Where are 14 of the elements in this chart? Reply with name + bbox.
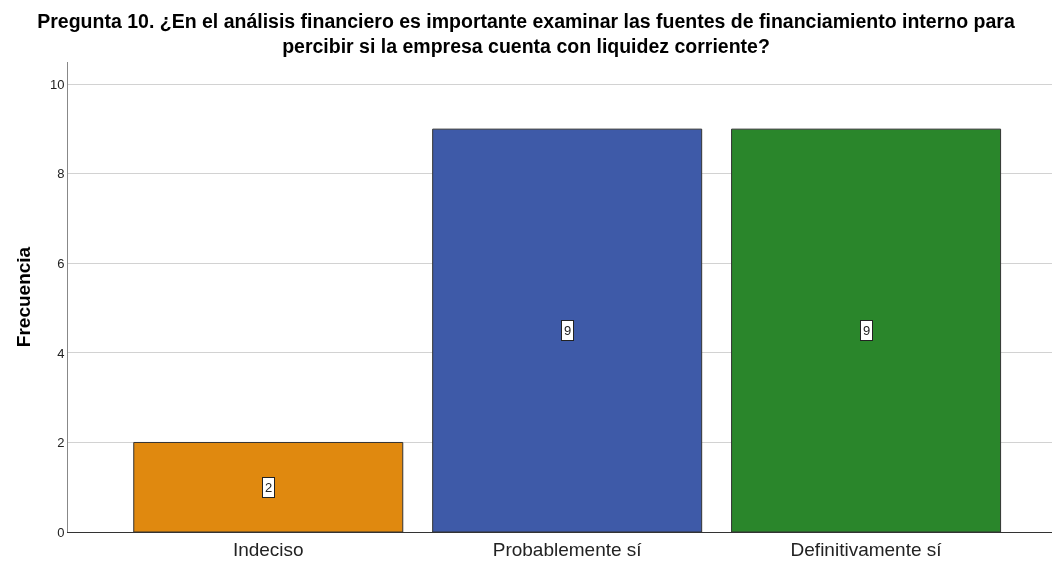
y-tick-label: 8 xyxy=(57,166,65,182)
x-tick-label: Definitivamente sí xyxy=(790,538,943,560)
chart-title: Pregunta 10. ¿En el análisis financiero es importante examinar las fuentes de financiamiento interno para percibir si la empresa cuenta con liquidez corriente? xyxy=(37,10,1015,58)
y-axis-title: Frecuencia xyxy=(12,246,34,348)
y-tick-label: 2 xyxy=(57,435,65,451)
x-tick-label: Indeciso xyxy=(232,538,304,560)
data-label: 2 xyxy=(265,480,273,495)
data-label: 9 xyxy=(564,323,572,338)
data-label: 9 xyxy=(863,323,871,338)
x-tick-label: Probablemente sí xyxy=(492,538,643,560)
y-tick-label: 10 xyxy=(49,76,65,92)
y-tick-label: 0 xyxy=(57,524,65,540)
y-tick-label: 4 xyxy=(57,345,65,361)
y-tick-label: 6 xyxy=(57,255,65,271)
